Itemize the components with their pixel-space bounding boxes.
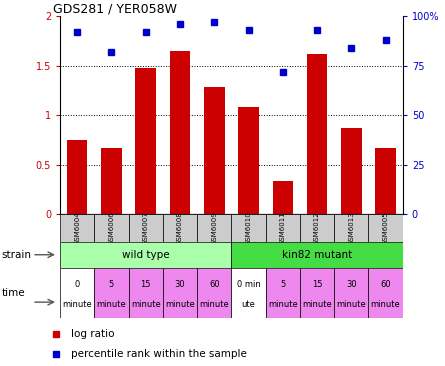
Bar bbox=[272, 180, 293, 214]
FancyBboxPatch shape bbox=[300, 268, 334, 318]
FancyBboxPatch shape bbox=[266, 214, 300, 242]
Bar bbox=[204, 87, 225, 214]
FancyBboxPatch shape bbox=[231, 214, 266, 242]
Text: percentile rank within the sample: percentile rank within the sample bbox=[70, 349, 247, 359]
FancyBboxPatch shape bbox=[368, 214, 403, 242]
Text: 30: 30 bbox=[175, 280, 185, 288]
Text: GSM6010: GSM6010 bbox=[246, 211, 251, 245]
Text: log ratio: log ratio bbox=[70, 329, 114, 340]
FancyBboxPatch shape bbox=[94, 214, 129, 242]
Bar bbox=[101, 148, 122, 214]
Text: GSM6012: GSM6012 bbox=[314, 211, 320, 244]
FancyBboxPatch shape bbox=[94, 268, 129, 318]
Text: GSM6011: GSM6011 bbox=[280, 211, 286, 245]
FancyBboxPatch shape bbox=[368, 268, 403, 318]
FancyBboxPatch shape bbox=[163, 214, 197, 242]
Text: 15: 15 bbox=[312, 280, 322, 288]
Text: GSM6006: GSM6006 bbox=[109, 211, 114, 245]
FancyBboxPatch shape bbox=[197, 268, 231, 318]
Text: minute: minute bbox=[371, 300, 400, 309]
Text: GSM6008: GSM6008 bbox=[177, 211, 183, 245]
FancyBboxPatch shape bbox=[129, 214, 163, 242]
FancyBboxPatch shape bbox=[197, 214, 231, 242]
Text: GSM6004: GSM6004 bbox=[74, 211, 80, 244]
Text: GSM6009: GSM6009 bbox=[211, 211, 217, 245]
FancyBboxPatch shape bbox=[60, 214, 94, 242]
FancyBboxPatch shape bbox=[60, 268, 94, 318]
Bar bbox=[67, 140, 88, 214]
Text: minute: minute bbox=[62, 300, 92, 309]
Text: 5: 5 bbox=[280, 280, 285, 288]
FancyBboxPatch shape bbox=[266, 268, 300, 318]
Bar bbox=[238, 107, 259, 214]
Text: GSM6005: GSM6005 bbox=[383, 211, 388, 244]
Text: minute: minute bbox=[131, 300, 161, 309]
Text: 5: 5 bbox=[109, 280, 114, 288]
FancyBboxPatch shape bbox=[334, 214, 368, 242]
Text: minute: minute bbox=[165, 300, 195, 309]
Text: 30: 30 bbox=[346, 280, 356, 288]
Text: GDS281 / YER058W: GDS281 / YER058W bbox=[53, 2, 177, 15]
Bar bbox=[375, 148, 396, 214]
Bar bbox=[170, 51, 190, 214]
FancyBboxPatch shape bbox=[231, 242, 403, 268]
Text: 60: 60 bbox=[209, 280, 219, 288]
Text: GSM6013: GSM6013 bbox=[348, 211, 354, 245]
FancyBboxPatch shape bbox=[231, 268, 266, 318]
Bar bbox=[307, 54, 328, 214]
Text: 0: 0 bbox=[75, 280, 80, 288]
Text: minute: minute bbox=[199, 300, 229, 309]
Text: minute: minute bbox=[336, 300, 366, 309]
Text: 15: 15 bbox=[141, 280, 151, 288]
FancyBboxPatch shape bbox=[60, 242, 231, 268]
Text: strain: strain bbox=[1, 250, 31, 260]
Bar bbox=[135, 68, 156, 214]
Text: time: time bbox=[1, 288, 25, 298]
Text: 60: 60 bbox=[380, 280, 391, 288]
Text: minute: minute bbox=[302, 300, 332, 309]
Text: 0 min: 0 min bbox=[237, 280, 260, 288]
FancyBboxPatch shape bbox=[129, 268, 163, 318]
Text: wild type: wild type bbox=[122, 250, 170, 260]
FancyBboxPatch shape bbox=[300, 214, 334, 242]
Text: GSM6007: GSM6007 bbox=[143, 211, 149, 245]
FancyBboxPatch shape bbox=[334, 268, 368, 318]
Text: ute: ute bbox=[242, 300, 255, 309]
Text: minute: minute bbox=[97, 300, 126, 309]
Bar bbox=[341, 128, 362, 214]
FancyBboxPatch shape bbox=[163, 268, 197, 318]
Text: minute: minute bbox=[268, 300, 298, 309]
Text: kin82 mutant: kin82 mutant bbox=[282, 250, 352, 260]
